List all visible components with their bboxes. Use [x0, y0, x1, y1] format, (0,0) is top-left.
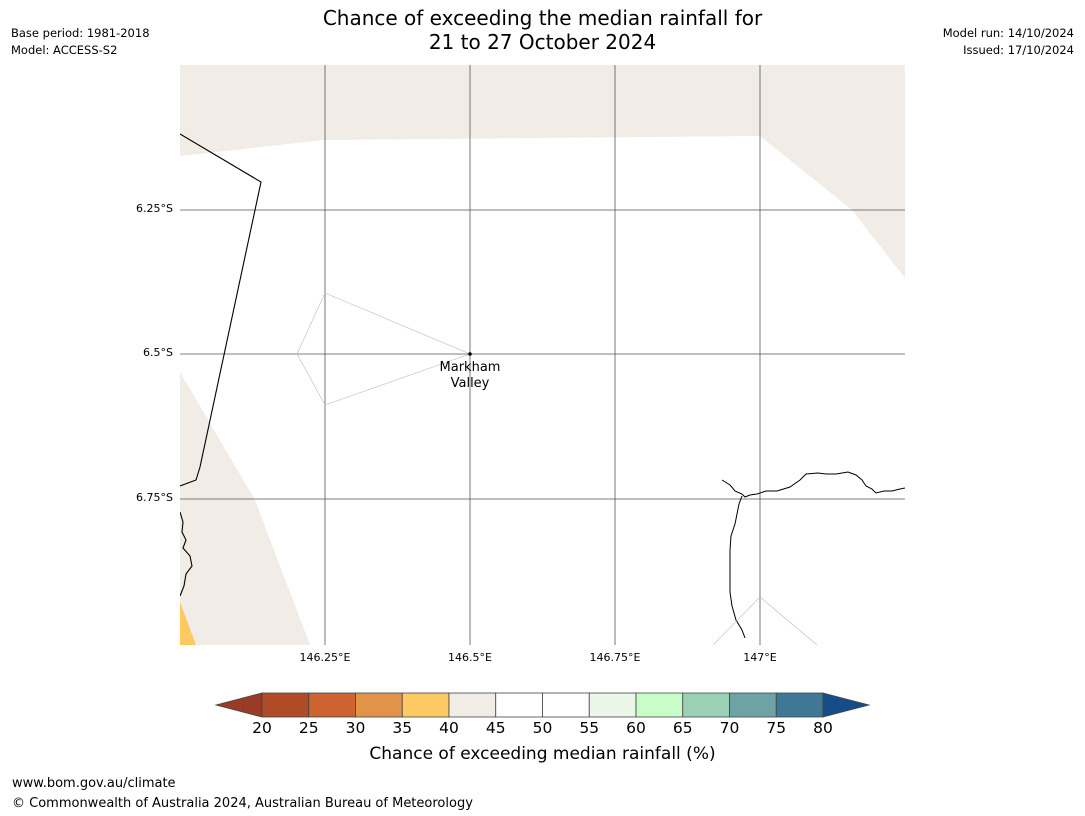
meta-left: Base period: 1981-2018 Model: ACCESS-S2	[11, 25, 150, 59]
colorbar-over-arrow	[822, 692, 871, 718]
footer-url: www.bom.gov.au/climate	[12, 776, 176, 791]
colorbar-tick-label: 55	[579, 719, 600, 737]
lon-label-147e: 147°E	[743, 651, 777, 664]
title-line-1: Chance of exceeding the median rainfall …	[322, 6, 763, 30]
colorbar-box	[261, 692, 310, 718]
lat-label-6-75s: 6.75°S	[136, 491, 173, 504]
colorbar-box	[635, 692, 684, 718]
place-marker	[468, 352, 472, 356]
meta-right: Model run: 14/10/2024 Issued: 17/10/2024	[943, 25, 1074, 59]
colorbar-boxes	[261, 692, 824, 718]
colorbar-box	[542, 692, 590, 718]
colorbar-tick-label: 35	[392, 719, 413, 737]
river-tributary	[729, 495, 746, 639]
colorbar-tick-label: 75	[766, 719, 787, 737]
colorbar-tick-label: 80	[813, 719, 833, 737]
colorbar-box	[495, 692, 543, 718]
lon-label-146-5e: 146.5°E	[448, 651, 492, 664]
issued-date: Issued: 17/10/2024	[963, 43, 1074, 57]
colorbar-box	[729, 692, 777, 718]
place-label: Markham Valley	[425, 360, 515, 392]
place-label-line-1: Markham	[439, 360, 501, 375]
border-line	[180, 133, 262, 487]
land-region-bottom-left	[180, 372, 310, 645]
coastline-left	[180, 511, 193, 597]
land-region-top	[180, 65, 905, 278]
river-line	[721, 471, 905, 498]
colorbar-tick-label: 60	[626, 719, 646, 737]
district-boundary-east	[712, 596, 818, 645]
colorbar-under-arrow	[214, 692, 263, 718]
district-boundary	[296, 292, 471, 406]
land-region-orange	[180, 602, 196, 645]
colorbar-tick-label: 45	[485, 719, 506, 737]
colorbar-tick-label: 25	[298, 719, 319, 737]
title-line-2: 21 to 27 October 2024	[428, 30, 657, 54]
map-title: Chance of exceeding the median rainfall …	[0, 6, 1085, 54]
colorbar-box	[775, 692, 824, 718]
footer-copyright: © Commonwealth of Australia 2024, Austra…	[12, 796, 473, 811]
place-label-line-2: Valley	[450, 376, 490, 391]
model-run: Model run: 14/10/2024	[942, 26, 1074, 40]
lon-label-146-25e: 146.25°E	[299, 651, 351, 664]
colorbar-tick-label: 20	[252, 719, 272, 737]
colorbar-box	[401, 692, 450, 718]
colorbar-tick-label: 30	[345, 719, 366, 737]
lat-label-6-25s: 6.25°S	[136, 202, 173, 215]
lat-label-6-5s: 6.5°S	[143, 346, 173, 359]
colorbar-label: Chance of exceeding median rainfall (%)	[369, 744, 716, 764]
colorbar-tick-label: 40	[439, 719, 459, 737]
colorbar-tick-label: 70	[719, 719, 740, 737]
map-background	[180, 65, 905, 645]
colorbar	[214, 692, 871, 718]
colorbar-box	[682, 692, 730, 718]
colorbar-tick-label: 50	[532, 719, 553, 737]
colorbar-box	[448, 692, 497, 718]
colorbar-tick-label: 65	[672, 719, 693, 737]
colorbar-box	[308, 692, 356, 718]
colorbar-box	[355, 692, 403, 718]
model-name: Model: ACCESS-S2	[11, 43, 118, 57]
lon-label-146-75e: 146.75°E	[589, 651, 641, 664]
base-period: Base period: 1981-2018	[11, 26, 150, 40]
colorbar-box	[588, 692, 637, 718]
